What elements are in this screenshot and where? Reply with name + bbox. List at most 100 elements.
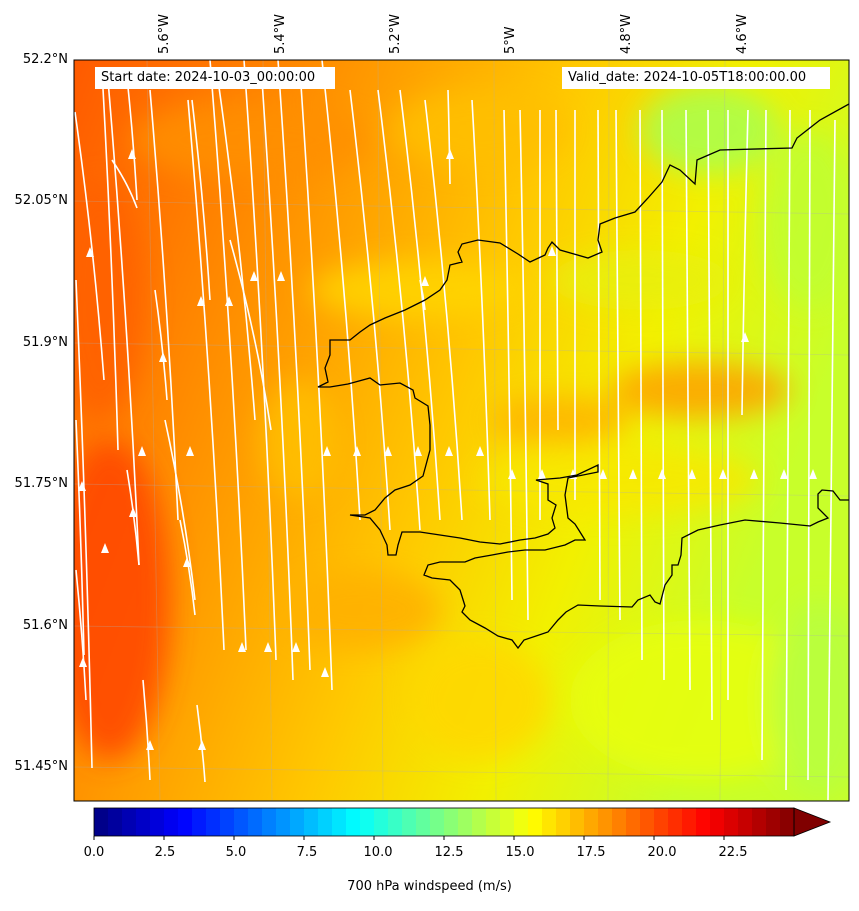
colorbar-tick-9: 22.5 [718, 845, 748, 860]
streamline [639, 109, 643, 661]
colorbar-segment [178, 808, 193, 836]
streamline [597, 109, 601, 601]
lon-label-0: 5.6°W [157, 13, 172, 54]
colorbar-tick-4: 10.0 [363, 845, 393, 860]
lat-label-4: 51.6°N [22, 618, 68, 633]
colorbar-segment [206, 808, 221, 836]
map-frame [73, 59, 850, 802]
start-date-label: Start date: 2024-10-03_00:00:00 [95, 67, 335, 89]
streamline-arrow [548, 246, 556, 256]
streamline-arrow [629, 469, 637, 479]
streamline [229, 239, 272, 431]
streamline-arrow [688, 469, 696, 479]
colorbar-segment [248, 808, 263, 836]
lat-label-3: 51.75°N [14, 476, 68, 491]
colorbar-segment [332, 808, 347, 836]
streamline-arrow [658, 469, 666, 479]
colorbar-segment [402, 808, 417, 836]
colorbar-segment [570, 808, 585, 836]
streamline-arrow [138, 446, 146, 456]
streamline-arrow [129, 507, 137, 517]
streamline-arrow [238, 642, 246, 652]
streamline [154, 289, 168, 401]
colorbar-segment [94, 808, 109, 836]
streamline [111, 159, 138, 209]
colorbar-segment [654, 808, 669, 836]
colorbar-segment [486, 808, 501, 836]
streamline-arrow [719, 469, 727, 479]
streamline [164, 419, 196, 601]
colorbar-tick-1: 2.5 [154, 845, 176, 860]
colorbar [93, 807, 832, 840]
streamline [142, 679, 151, 781]
lon-label-4: 4.8°W [619, 13, 634, 54]
colorbar-segment [598, 808, 613, 836]
streamline-arrow [599, 469, 607, 479]
colorbar-segment [430, 808, 445, 836]
lat-label-2: 51.9°N [22, 335, 68, 350]
lon-label-2: 5.2°W [388, 13, 403, 54]
streamline-arrow [421, 276, 429, 286]
streamline-arrow [741, 332, 749, 342]
colorbar-segment [136, 808, 151, 836]
streamline-arrow [146, 740, 154, 750]
colorbar-tick-8: 20.0 [647, 845, 677, 860]
streamline-arrow [321, 667, 329, 677]
streamline-arrow [128, 149, 136, 159]
colorbar-segment [542, 808, 557, 836]
streamline [615, 109, 621, 621]
lat-label-0: 52.2°N [22, 52, 68, 67]
streamline [149, 89, 179, 521]
streamline-arrow [809, 469, 817, 479]
streamline-arrow [277, 271, 285, 281]
colorbar-segment [276, 808, 291, 836]
colorbar-extend-arrow [793, 807, 832, 837]
streamline [126, 469, 140, 566]
colorbar-segment [122, 808, 137, 836]
streamline [74, 111, 105, 381]
colorbar-segment [192, 808, 207, 836]
colorbar-segment [752, 808, 767, 836]
colorbar-segment [304, 808, 319, 836]
streamline [661, 109, 665, 681]
streamline-arrow [225, 296, 233, 306]
colorbar-segment [556, 808, 571, 836]
streamline [179, 519, 196, 616]
colorbar-tick-7: 17.5 [576, 845, 606, 860]
streamline [827, 119, 836, 801]
graticule [74, 60, 849, 801]
streamline [209, 60, 247, 651]
colorbar-tick-5: 12.5 [434, 845, 464, 860]
streamline-arrow [323, 446, 331, 456]
colorbar-tick-3: 7.5 [296, 845, 318, 860]
colorbar-segment [234, 808, 249, 836]
streamline [321, 60, 361, 521]
colorbar-segment [108, 808, 123, 836]
colorbar-segment [780, 808, 795, 836]
streamline [785, 109, 791, 791]
colorbar-segment [262, 808, 277, 836]
streamline [707, 109, 713, 721]
streamline [377, 89, 421, 531]
colorbar-segment [290, 808, 305, 836]
streamline [685, 109, 691, 691]
streamline [75, 569, 87, 701]
colorbar-segment [766, 808, 781, 836]
lat-label-1: 52.05°N [14, 193, 68, 208]
streamline [349, 89, 391, 531]
windspeed-field [74, 60, 849, 801]
streamline-arrow [414, 446, 422, 456]
lon-label-3: 5°W [503, 26, 518, 54]
colorbar-segment [346, 808, 361, 836]
colorbar-tick-6: 15.0 [505, 845, 535, 860]
lon-label-1: 5.4°W [273, 13, 288, 54]
colorbar-segment [416, 808, 431, 836]
streamline-arrow [384, 446, 392, 456]
streamline [217, 79, 256, 421]
colorbar-tick-0: 0.0 [83, 845, 105, 860]
streamline-arrow [86, 247, 94, 257]
streamline-arrow [183, 557, 191, 567]
colorbar-segment [472, 808, 487, 836]
